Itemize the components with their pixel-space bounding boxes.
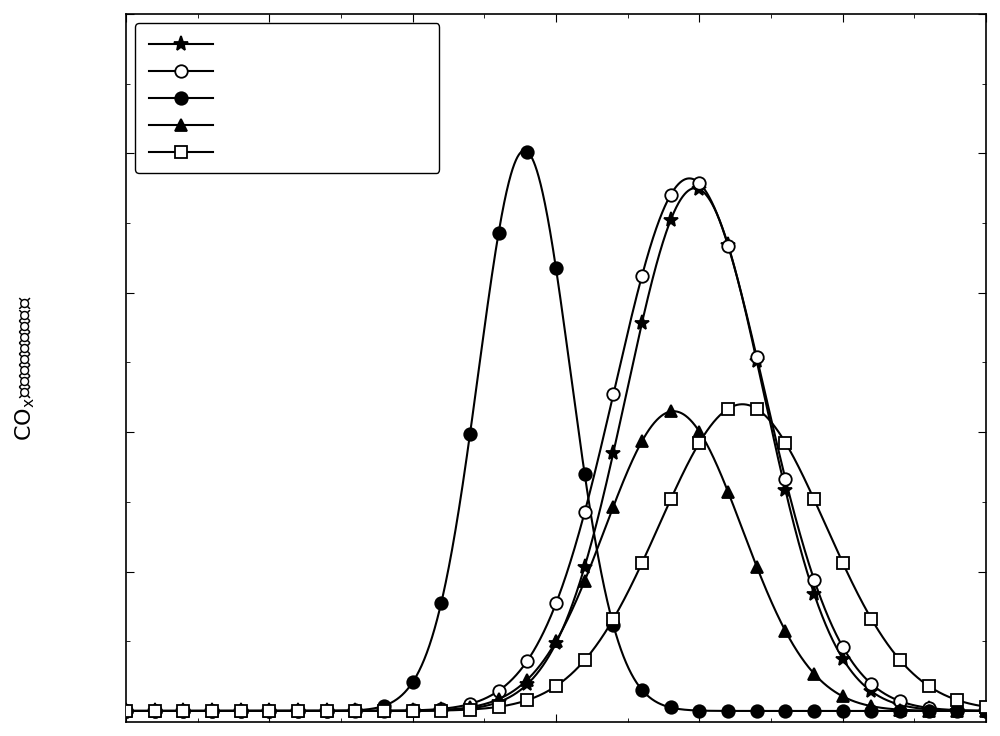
- Legend: Ir-Ru/ZrO₂, Ir-Ru/SiO₂, Ir-Ru/TiO₂, Ir-Ru/Al₂O₃, Ir-Ru/ZSM-5: Ir-Ru/ZrO₂, Ir-Ru/SiO₂, Ir-Ru/TiO₂, Ir-R…: [135, 23, 439, 173]
- Y-axis label: $\mathrm{CO_x}$浓度（ml/m³）: $\mathrm{CO_x}$浓度（ml/m³）: [14, 295, 37, 441]
